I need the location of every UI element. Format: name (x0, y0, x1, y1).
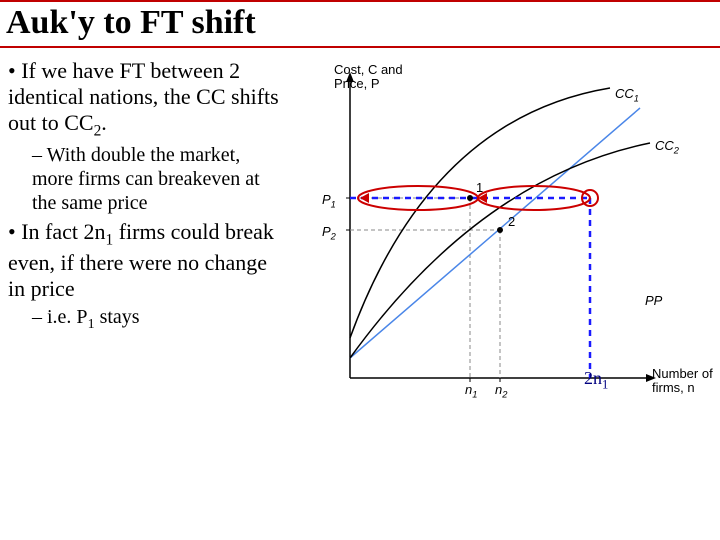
subbullet-1-text: With double the market, more firms can b… (32, 144, 260, 213)
text-column: If we have FT between 2 identical nation… (0, 48, 290, 418)
bullet-2: In fact 2n1 firms could break even, if t… (8, 219, 286, 301)
cc2-label: CC2 (655, 138, 679, 156)
bullet-1-tail: . (101, 110, 107, 135)
y-axis-label-1: Cost, C and (334, 62, 403, 77)
chart-svg (290, 58, 710, 418)
content-row: If we have FT between 2 identical nation… (0, 48, 720, 418)
subbullet-2-pre: i.e. P (47, 306, 88, 328)
n1-label: n1 (465, 382, 477, 400)
x-axis-label-1: Number of (652, 366, 713, 381)
cc1-label: CC1 (615, 86, 639, 104)
bullet-1-text: If we have FT between 2 identical nation… (8, 58, 279, 135)
subbullet-1: With double the market, more firms can b… (32, 144, 286, 215)
p1-label: P1 (322, 192, 336, 210)
subbullet-2: i.e. P1 stays (32, 306, 286, 334)
n2-label: n2 (495, 382, 507, 400)
point-1-label: 1 (476, 180, 483, 195)
annotation-2n1: 2n1 (584, 368, 608, 393)
p2-label: P2 (322, 224, 336, 242)
y-axis-label-2: Price, P (334, 76, 380, 91)
bullet-2-pre: In fact 2n (21, 219, 105, 244)
economics-chart: Cost, C and Price, P Number of firms, n … (290, 58, 710, 418)
chart-column: Cost, C and Price, P Number of firms, n … (290, 48, 720, 418)
slide-title: Auk'y to FT shift (6, 4, 714, 42)
subbullet-2-post: stays (95, 306, 140, 328)
subbullet-2-sub: 1 (88, 317, 95, 332)
bullet-1: If we have FT between 2 identical nation… (8, 58, 286, 140)
title-bar: Auk'y to FT shift (0, 0, 720, 48)
pp-label: PP (645, 293, 662, 308)
point-2-label: 2 (508, 214, 515, 229)
x-axis-label-2: firms, n (652, 380, 695, 395)
